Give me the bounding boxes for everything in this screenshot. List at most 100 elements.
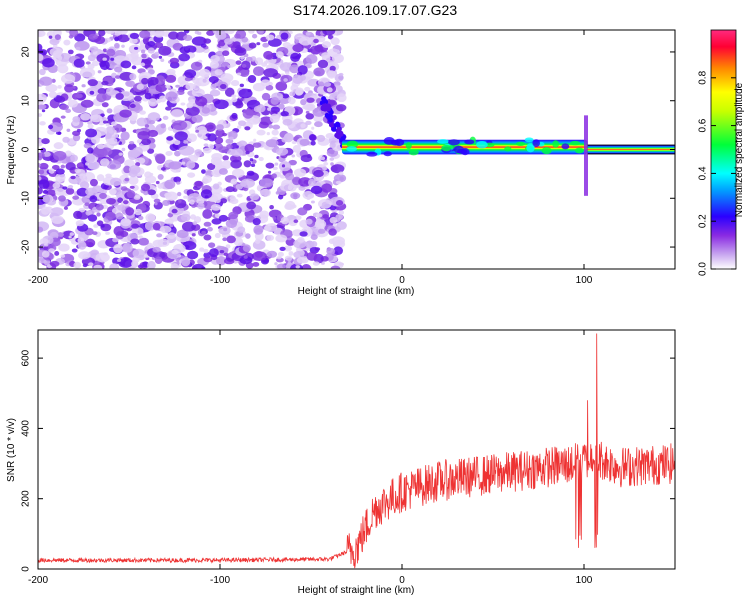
spectrogram-tail-cell [325,113,331,119]
spectrogram-noise-cell [66,128,71,132]
spectrogram-noise-cell [202,175,213,184]
spectrogram-noise-cell [184,76,192,82]
spectrogram-noise-cell [315,213,323,218]
spectrogram-noise-cell [77,241,87,250]
spectrogram-noise-cell [305,31,311,36]
spectrogram-band-blob [383,151,392,157]
spectrogram-noise-cell [137,130,150,140]
spectrogram-noise-cell [279,246,286,251]
spectrogram-noise-cell [281,93,290,99]
spectrogram-noise-cell [220,73,234,83]
spectrogram-noise-cell [284,172,295,181]
colorbar-tick-label: 0.0 [698,262,709,276]
spectrogram-noise-cell [87,121,93,125]
spectrogram-noise-cell [256,30,265,35]
spectrogram-noise-cell [242,244,251,252]
spectrogram-noise-cell [206,30,215,36]
spectrogram-noise-cell [64,150,72,157]
spectrogram-noise-cell [180,213,191,222]
spectrogram-noise-cell [305,218,313,225]
spectrogram-noise-cell [191,114,203,123]
spectrogram-noise-cell [202,78,207,83]
spectrogram-noise-cell [300,123,306,129]
spectrogram-noise-cell [330,37,340,46]
spectrogram-noise-cell [310,234,318,240]
spectrogram-noise-cell [126,190,136,199]
spectrogram-noise-cell [174,199,187,209]
spectrogram-noise-cell [290,52,301,63]
spectrogram-noise-cell [75,220,85,227]
spectrogram-noise-cell [208,143,215,150]
spectrogram-noise-cell [39,121,46,126]
spectrogram-noise-cell [112,237,119,243]
spectrogram-noise-cell [317,228,326,234]
spectrogram-noise-cell [336,93,347,103]
spectrogram-noise-cell [154,42,164,49]
spectrogram-noise-cell [196,126,208,135]
spectrogram-noise-cell [275,234,288,243]
spectrogram-noise-cell [318,198,332,209]
spectrogram-noise-cell [302,190,314,200]
spectrogram-noise-cell [211,218,222,225]
spectrogram-noise-cell [89,46,99,52]
spectrogram-noise-cell [101,80,109,86]
spectrogram-noise-cell [118,152,123,156]
spectrogram-noise-cell [81,84,86,88]
spectrogram-noise-cell [190,61,203,71]
spectrogram-noise-cell [53,142,64,150]
spectrogram-noise-cell [96,220,104,227]
spectrogram-y-tick-label: 20 [21,46,32,58]
spectrogram-noise-cell [147,112,161,122]
spectrogram-noise-cell [326,87,333,93]
spectrogram-noise-cell [244,143,255,153]
spectrogram-noise-cell [85,162,89,166]
spectrogram-noise-cell [311,126,315,130]
spectrogram-noise-cell [235,30,247,39]
colorbar-gradient [710,29,737,270]
spectrogram-noise-cell [71,248,78,253]
spectrogram-noise-cell [41,206,50,215]
spectrogram-noise-cell [275,147,289,156]
spectrogram-noise-cell [38,98,45,105]
spectrogram-noise-cell [210,203,222,211]
spectrogram-noise-cell [282,118,293,126]
spectrogram-noise-cell [310,140,316,146]
spectrogram-noise-cell [92,231,98,236]
spectrogram-noise-cell [210,83,217,90]
spectrogram-noise-cell [230,178,238,185]
spectrogram-noise-cell [335,199,344,206]
spectrogram-noise-cell [87,160,100,170]
spectrogram-noise-cell [200,189,213,199]
spectrogram-noise-cell [288,251,294,256]
spectrogram-noise-cell [106,48,116,57]
spectrogram-noise-cell [120,217,131,227]
spectrogram-noise-cell [131,223,140,229]
spectrogram-noise-cell [42,195,53,203]
spectrogram-noise-cell [207,226,213,232]
spectrogram-noise-cell [111,121,118,126]
spectrogram-noise-cell [245,151,250,155]
spectrogram-noise-cell [336,221,347,230]
spectrogram-noise-cell [263,50,274,60]
spectrogram-band-blob [561,143,570,150]
spectrogram-noise-cell [265,162,275,169]
snr-y-tick-label: 0 [21,566,32,572]
spectrogram-noise-cell [152,222,161,231]
colorbar-tick-label: 0.4 [698,166,709,180]
spectrogram-noise-cell [129,73,137,81]
spectrogram-noise-cell [214,232,221,239]
spectrogram-noise-cell [268,38,282,47]
spectrogram-noise-cell [314,121,323,128]
spectrogram-noise-cell [117,30,128,35]
spectrogram-noise-cell [266,250,278,258]
spectrogram-noise-cell [165,106,172,111]
spectrogram-noise-cell [254,154,259,159]
spectrogram-noise-cell [155,180,160,185]
spectrogram-noise-cell [106,108,113,114]
spectrogram-band-blob [346,140,359,148]
spectrogram-noise-cell [279,62,293,72]
spectrogram-noise-cell [295,265,301,269]
spectrogram-band-blob [366,151,378,157]
spectrogram-noise-cell [239,256,253,265]
spectrogram-noise-cell [49,47,63,57]
